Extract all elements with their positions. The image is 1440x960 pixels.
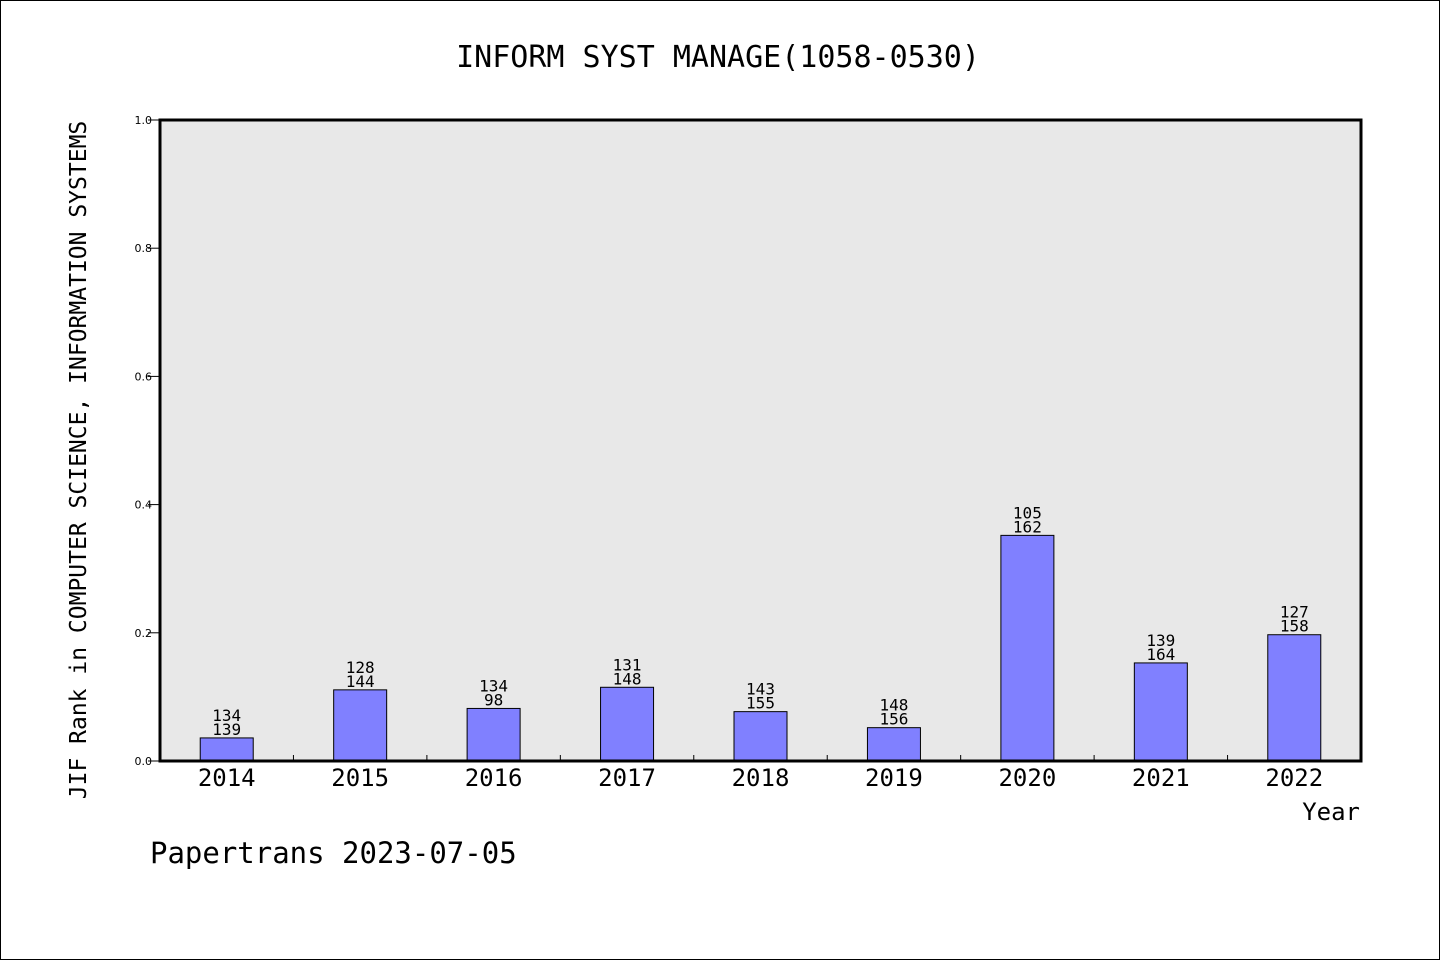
bar-total-label-2019: 156 (879, 710, 908, 729)
bar-rank-label-2020: 105 (1013, 503, 1042, 522)
bar-total-label-2022: 158 (1280, 617, 1309, 636)
bar-total-label-2017: 148 (613, 669, 642, 688)
x-tick-label-2022: 2022 (1265, 764, 1323, 792)
bar-2014 (199, 737, 254, 762)
bar-total-label-2020: 162 (1013, 517, 1042, 536)
x-tick-label-2015: 2015 (331, 764, 389, 792)
bar-rank-label-2021: 139 (1146, 631, 1175, 650)
bar-2015 (333, 689, 388, 762)
x-tick-label-2020: 2020 (998, 764, 1056, 792)
bar-total-label-2014: 139 (212, 720, 241, 739)
bar-rank-label-2017: 131 (613, 655, 642, 674)
y-tick-label-0.4: 0.4 (135, 499, 153, 512)
bar-2019 (866, 727, 921, 762)
bar-total-label-2016: 98 (484, 690, 503, 709)
bar-rank-label-2022: 127 (1280, 603, 1309, 622)
bar-rank-label-2015: 128 (346, 658, 375, 677)
y-tick-label-0.2: 0.2 (135, 627, 153, 640)
bar-rank-label-2019: 148 (879, 696, 908, 715)
y-axis-label: JIF Rank in COMPUTER SCIENCE, INFORMATIO… (66, 121, 92, 800)
y-tick-label-0.8: 0.8 (135, 242, 153, 255)
bar-total-label-2018: 155 (746, 694, 775, 713)
y-tick-label-0.6: 0.6 (135, 370, 153, 383)
bar-2020 (1000, 534, 1055, 762)
bar-2017 (600, 686, 655, 762)
bar-total-label-2021: 164 (1146, 645, 1175, 664)
x-tick-label-2018: 2018 (732, 764, 790, 792)
x-tick-label-2021: 2021 (1132, 764, 1190, 792)
x-axis-label: Year (1302, 798, 1360, 826)
bar-2022 (1267, 634, 1322, 762)
chart-title: INFORM SYST MANAGE(1058-0530) (456, 40, 980, 75)
bar-rank-label-2018: 143 (746, 680, 775, 699)
x-ticks-layer: 2014 2015 2016 2017 2018 2019 2020 2021 2022 (198, 755, 1323, 792)
bar-total-label-2015: 144 (346, 672, 375, 691)
y-tick-label-1.0: 1.0 (135, 114, 153, 127)
bar-2021 (1133, 662, 1188, 762)
x-tick-label-2014: 2014 (198, 764, 256, 792)
bar-rank-label-2016: 134 (479, 676, 508, 695)
x-tick-label-2019: 2019 (865, 764, 923, 792)
y-ticks-layer: 0.0 0.2 0.4 0.6 0.8 1.0 (135, 114, 160, 768)
plot-border (158, 118, 1363, 763)
bar-2016 (466, 707, 521, 762)
x-tick-label-2016: 2016 (465, 764, 523, 792)
bar-2018 (733, 711, 788, 762)
footer-text: Papertrans 2023-07-05 (150, 836, 517, 870)
y-tick-label-0.0: 0.0 (135, 755, 153, 768)
bar-rank-label-2014: 134 (212, 706, 241, 725)
plot-area (160, 120, 1361, 761)
x-tick-label-2017: 2017 (598, 764, 656, 792)
